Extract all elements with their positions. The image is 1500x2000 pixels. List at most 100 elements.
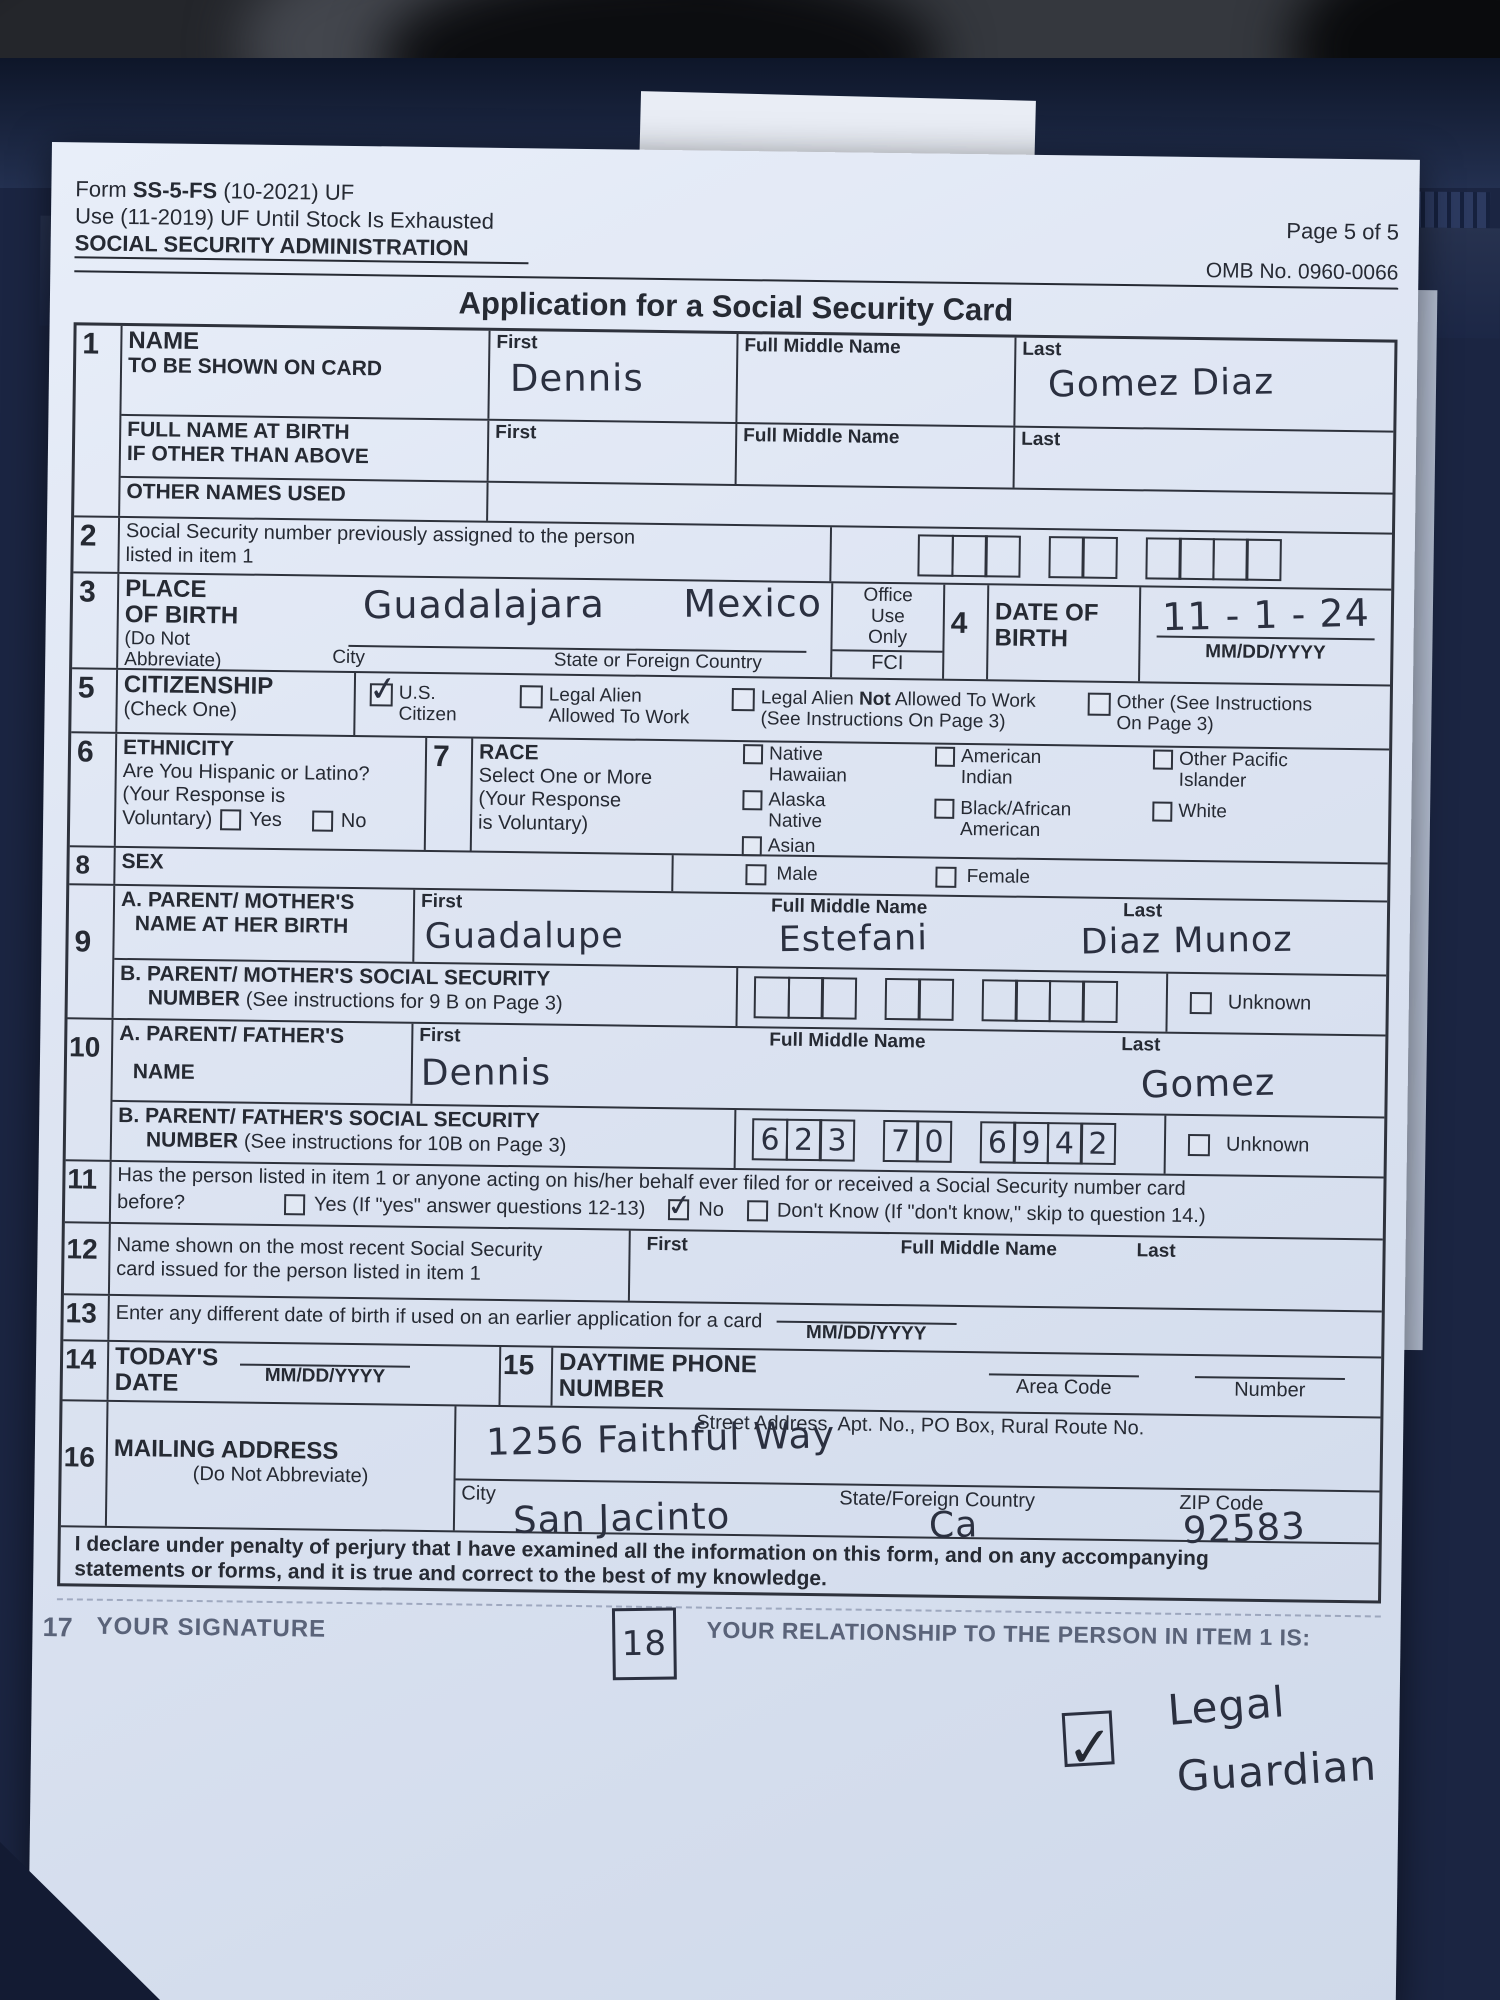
native-hawaiian-checkbox: [742, 744, 764, 765]
item-2-number: 2: [73, 517, 121, 572]
mother-ssn-number-word: NUMBER: [147, 986, 246, 1011]
american-indian-checkbox: [934, 746, 956, 767]
daytime-phone-label-2: NUMBER: [558, 1375, 665, 1404]
ssn-digit-box: 7: [882, 1119, 919, 1163]
item-18-number: 18: [621, 1623, 668, 1665]
other-citizenship-option: Other (See Instructions On Page 3): [1087, 692, 1384, 739]
ssn-box: [884, 977, 921, 1021]
mother-name-label: A. PARENT/ MOTHER'S: [120, 887, 355, 915]
legal-alien-allowed-checkbox: [519, 685, 543, 709]
filed-yes-label: Yes (If "yes" answer questions 12-13): [313, 1193, 646, 1220]
relationship-value-line-1: Legal: [1165, 1677, 1287, 1735]
ss5-form-paper: Form SS-5-FS (10-2021) UF Use (11-2019) …: [27, 142, 1420, 2000]
ssn-box: [753, 976, 791, 1019]
todays-date-label-2: DATE: [114, 1369, 179, 1398]
us-citizen-checkbox: ✓: [366, 668, 399, 711]
item-16-number: 16: [60, 1401, 109, 1526]
mother-ssn-see-instructions: (See instructions for 9 B on Page 3): [245, 988, 563, 1015]
city-label: City: [332, 646, 366, 669]
form-table: 1 NAME TO BE SHOWN ON CARD First Dennis …: [57, 322, 1398, 1604]
other-label: Other (See Instructions: [1116, 692, 1313, 716]
allowed-to-work-label: Allowed To Work: [548, 705, 690, 729]
black-african-label-2: American: [959, 818, 1041, 841]
office-word: Office: [863, 584, 913, 607]
american-indian-label: American: [960, 745, 1042, 769]
place-of-birth-label-2: OF BIRTH: [124, 601, 239, 630]
race-column-2: American Indian Black/African American: [934, 745, 1153, 858]
birth-last-label: Last: [1021, 428, 1061, 451]
ssn-box: [1211, 538, 1249, 581]
other-names-label: OTHER NAMES USED: [126, 480, 346, 506]
alaska-native-checkbox: [742, 789, 763, 811]
la-post: Allowed To Work: [890, 689, 1036, 713]
female-label: Female: [966, 865, 1031, 888]
todays-date-label: TODAY'S: [114, 1342, 219, 1372]
pacific-islander-label-2: Islander: [1178, 769, 1247, 792]
mother-first-label: First: [420, 890, 463, 913]
item-12-number: 12: [63, 1223, 111, 1294]
ssn-box: [1178, 537, 1215, 581]
ssn-digit: 0: [924, 1124, 944, 1160]
race-label: RACE: [478, 740, 539, 765]
relationship-label: YOUR RELATIONSHIP TO THE PERSON IN ITEM …: [706, 1616, 1311, 1651]
filed-no-checkbox: ✓: [665, 1187, 694, 1225]
item-7-number: 7: [425, 737, 474, 851]
daytime-phone-label: DAYTIME PHONE: [558, 1348, 758, 1379]
relationship-value-line-2: Guardian: [1175, 1740, 1379, 1801]
mother-first-value: Guadalupe: [424, 915, 624, 957]
mother-ssn-unknown-checkbox: [1189, 991, 1212, 1015]
before-label: before?: [116, 1190, 186, 1214]
ethnicity-label: ETHNICITY: [122, 735, 235, 761]
your-signature-label: YOUR SIGNATURE: [96, 1612, 327, 1643]
item-3-number: 3: [72, 573, 120, 668]
birth-middle-label: Full Middle Name: [743, 425, 900, 449]
hispanic-no-checkbox: [311, 810, 333, 832]
item-9-row: 9 A. PARENT/ MOTHER'S NAME AT HER BIRTH …: [67, 885, 1388, 1037]
legal-alien-not-allowed-option: Legal Alien Not Allowed To Work (See Inst…: [731, 687, 1088, 734]
father-ssn-unknown-checkbox: [1187, 1133, 1211, 1157]
race-column-3: Other Pacific Islander White: [1152, 749, 1383, 860]
office-use-only-label: Office Use Only: [838, 585, 937, 649]
recent-first-label: First: [646, 1233, 688, 1256]
mailing-address-label: MAILING ADDRESS: [113, 1434, 339, 1465]
form-header: Form SS-5-FS (10-2021) UF Use (11-2019) …: [74, 176, 1399, 285]
ssn-digit: 9: [1021, 1125, 1041, 1161]
ssn-box: [917, 978, 955, 1021]
item-8-number: 8: [69, 847, 116, 884]
ssn-box: [1014, 979, 1052, 1023]
date-of-birth-label: DATE OF: [994, 598, 1099, 627]
recent-middle-label: Full Middle Name: [900, 1237, 1057, 1261]
citizenship-label: CITIZENSHIP: [123, 670, 274, 700]
fci-label: FCI: [832, 649, 943, 677]
father-name-label: A. PARENT/ FATHER'S: [119, 1021, 345, 1048]
race-voluntary-label-2: is Voluntary): [477, 811, 589, 835]
race-select-label: Select One or More: [478, 764, 653, 789]
mother-ssn-boxes: [753, 976, 1119, 1024]
ssn-digit-box: 6: [751, 1118, 789, 1161]
ssn-digit-box: 9: [1012, 1121, 1050, 1165]
omb-number: OMB No. 0960-0066: [1205, 259, 1399, 285]
ssn-digit: 6: [760, 1121, 780, 1158]
father-first-label: First: [419, 1024, 461, 1047]
alaska-native-label: Alaska: [768, 789, 826, 811]
ssn-box: [984, 535, 1021, 578]
not-bold: Not: [858, 688, 891, 711]
ssn-digit: 4: [1054, 1125, 1075, 1161]
black-african-american-checkbox: [934, 798, 955, 819]
other-pacific-islander-checkbox: [1152, 749, 1174, 770]
item-11-number: 11: [64, 1161, 112, 1222]
ssn-box: [1081, 536, 1118, 579]
us-label: U.S.: [398, 682, 436, 705]
todays-date-format: MM/DD/YYYY: [264, 1364, 386, 1388]
use-word: Use: [870, 605, 905, 628]
prior-ssn-boxes: [917, 534, 1282, 582]
father-name-label-2: NAME: [132, 1059, 195, 1084]
form-revision: (10-2021) UF: [217, 178, 355, 205]
other-label-2: On Page 3): [1116, 712, 1214, 736]
form-word: Form: [75, 176, 134, 203]
form-id-block: Form SS-5-FS (10-2021) UF Use (11-2019) …: [74, 176, 529, 265]
legal-guardian-checkbox: ✓: [1061, 1710, 1115, 1780]
sex-label: SEX: [121, 849, 164, 874]
male-label: Male: [776, 863, 818, 885]
male-checkbox: [745, 863, 767, 885]
